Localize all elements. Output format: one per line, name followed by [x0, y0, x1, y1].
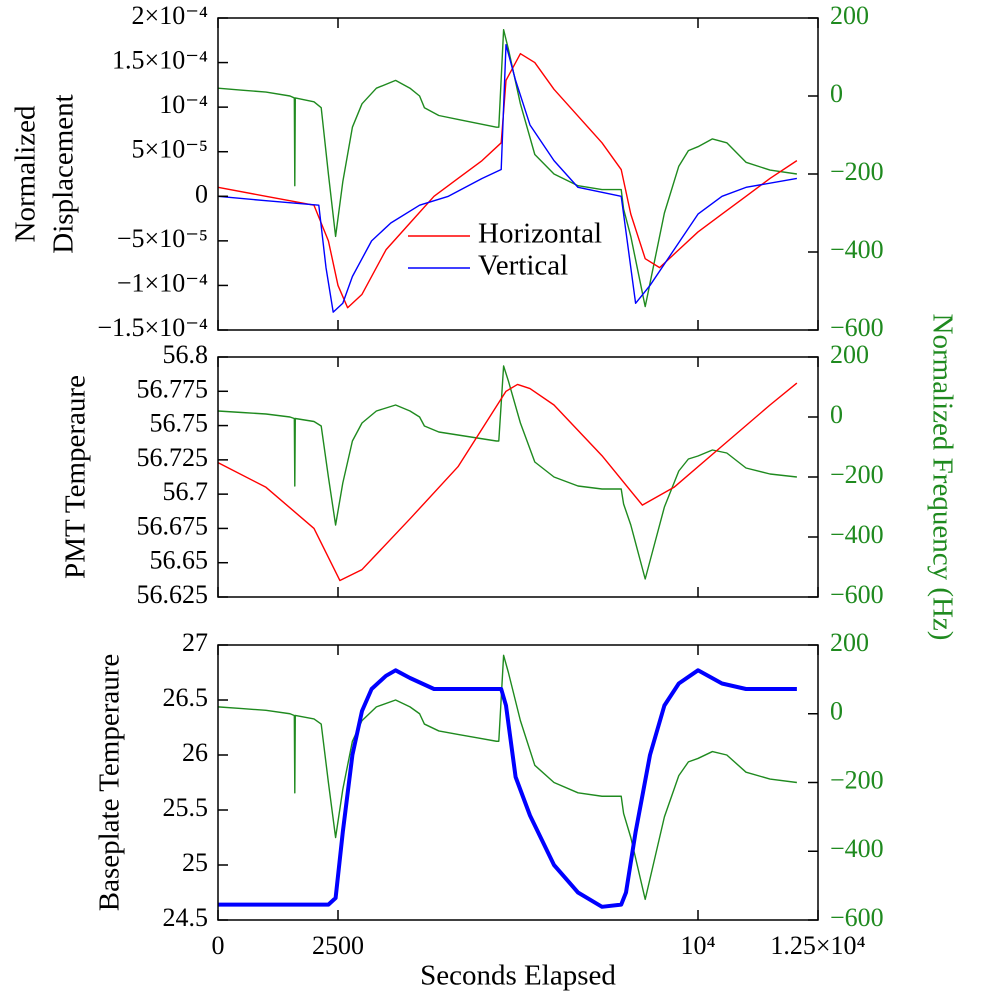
y2-tick-label: −400 — [830, 235, 884, 264]
data-line — [217, 44, 798, 313]
y2-axis-label: Normalized Frequency (Hz) — [926, 314, 958, 641]
legend-label: Vertical — [478, 250, 568, 282]
x-tick-label: 2500 — [312, 931, 364, 960]
y2-tick-label: −200 — [830, 460, 884, 489]
y-tick-label: 10⁻⁴ — [159, 90, 208, 119]
y-tick-label: 1.5×10⁻⁴ — [112, 46, 208, 75]
y-tick-label: 56.675 — [137, 511, 209, 540]
y-tick-label: 56.8 — [163, 340, 209, 369]
data-line — [217, 654, 797, 901]
y2-tick-label: 200 — [830, 628, 869, 657]
x-tick-label: 1.25×10⁴ — [770, 931, 865, 960]
y-axis-label: PMT Temperaure — [60, 375, 92, 579]
y-tick-label: 27 — [182, 628, 208, 657]
y2-tick-label: −400 — [830, 520, 884, 549]
y-tick-label: 25.5 — [163, 793, 209, 822]
data-line — [218, 668, 797, 909]
y2-tick-label: −400 — [830, 834, 884, 863]
x-axis-label: Seconds Elapsed — [420, 960, 616, 992]
y2-tick-label: 200 — [830, 1, 869, 30]
data-line — [217, 29, 797, 308]
y-tick-label: 24.5 — [163, 903, 209, 932]
plot-frame — [217, 356, 819, 598]
y-tick-label: 2×10⁻⁴ — [132, 1, 208, 30]
y-tick-label: 26 — [182, 738, 208, 767]
y-tick-label: 56.725 — [137, 443, 209, 472]
y2-tick-label: 0 — [830, 400, 843, 429]
x-tick-label: 0 — [212, 931, 225, 960]
y2-tick-label: −200 — [830, 765, 884, 794]
y2-tick-label: −200 — [830, 157, 884, 186]
data-line — [217, 365, 797, 580]
y-tick-label: −1.5×10⁻⁴ — [97, 313, 208, 342]
y-tick-label: 56.775 — [137, 374, 209, 403]
data-line — [217, 382, 798, 582]
y-tick-label: 56.625 — [137, 580, 209, 609]
legend-label: Horizontal — [478, 218, 602, 250]
y-tick-label: −5×10⁻⁵ — [117, 224, 208, 253]
x-tick-label: 10⁴ — [680, 931, 715, 960]
y-tick-label: 56.65 — [150, 546, 209, 575]
y-tick-label: 56.75 — [150, 409, 209, 438]
plot-frame — [217, 17, 819, 331]
y-tick-label: 56.7 — [163, 477, 209, 506]
y-tick-label: 5×10⁻⁵ — [132, 135, 208, 164]
y-tick-label: −1×10⁻⁴ — [117, 268, 208, 297]
y2-tick-label: −600 — [830, 313, 884, 342]
y2-tick-label: 0 — [830, 697, 843, 726]
y-tick-label: 0 — [195, 179, 208, 208]
y-axis-label: Baseplate Temperaure — [94, 654, 126, 912]
y-tick-label: 25 — [182, 848, 208, 877]
y2-tick-label: −600 — [830, 580, 884, 609]
y-tick-label: 26.5 — [163, 683, 209, 712]
y-axis-label: Displacement — [48, 94, 80, 253]
y-axis-label: Normalized — [10, 105, 42, 242]
y2-tick-label: 200 — [830, 340, 869, 369]
y2-tick-label: 0 — [830, 79, 843, 108]
y2-tick-label: −600 — [830, 903, 884, 932]
